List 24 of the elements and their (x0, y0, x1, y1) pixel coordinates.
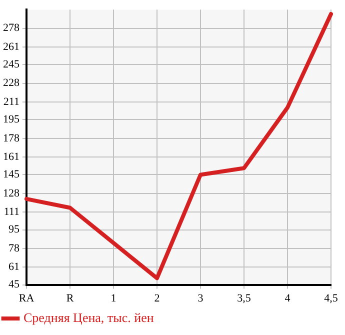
y-tick-label: 95 (8, 224, 20, 236)
y-tick-label: 161 (3, 151, 20, 163)
x-tick-label: 2 (154, 292, 160, 304)
y-tick-label: 78 (8, 242, 20, 254)
y-tick-label: 128 (3, 187, 20, 200)
x-tick-label: R (66, 292, 74, 304)
x-tick-label: 1 (110, 292, 116, 304)
y-tick-label: 211 (3, 96, 20, 108)
y-tick-label: 111 (4, 206, 20, 218)
y-tick-label: 228 (3, 77, 20, 90)
y-tick-label: 61 (8, 261, 20, 274)
x-tick-label: 3 (198, 292, 204, 304)
y-tick-label: 261 (3, 40, 20, 53)
y-tick-label: 195 (3, 114, 20, 126)
y-tick-label: 245 (3, 58, 20, 71)
y-tick-label: 45 (8, 278, 20, 291)
x-tick-label: 3,5 (237, 292, 252, 304)
x-tick-label: RA (18, 292, 34, 304)
y-tick-label: 145 (3, 168, 20, 181)
x-tick-label: 4,5 (324, 292, 338, 304)
y-tick-label: 178 (3, 132, 20, 144)
x-tick-label: 4 (284, 292, 291, 304)
y-tick-label: 278 (3, 22, 20, 34)
legend-label: Средняя Цена, тыс. йен (24, 310, 154, 325)
